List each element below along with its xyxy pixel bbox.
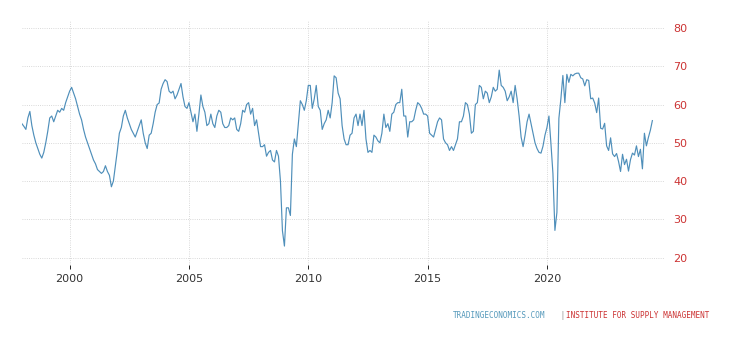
Text: |: | (556, 311, 570, 320)
Text: TRADINGECONOMICS.COM: TRADINGECONOMICS.COM (453, 311, 545, 320)
Text: INSTITUTE FOR SUPPLY MANAGEMENT: INSTITUTE FOR SUPPLY MANAGEMENT (566, 311, 709, 320)
